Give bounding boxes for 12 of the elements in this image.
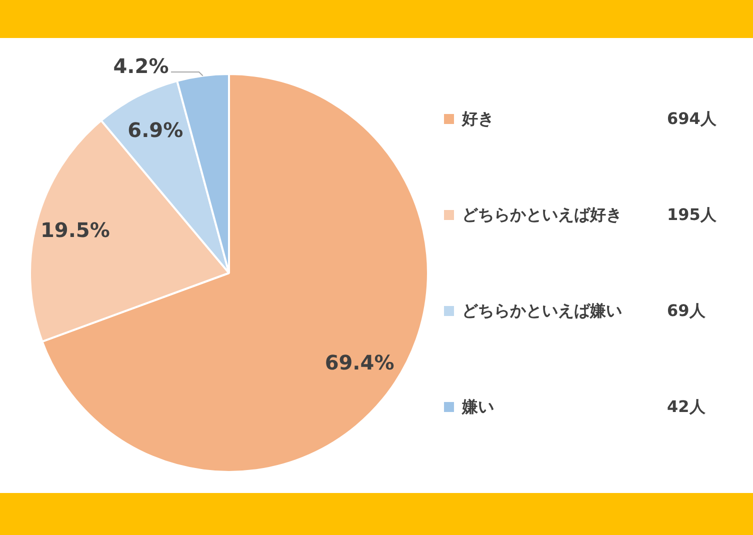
legend-label: 嫌い [462,396,495,418]
data-label: 69.4% [324,350,394,374]
text: 69人 [667,300,706,322]
text: 42人 [667,396,706,418]
text: 195人 [667,204,716,226]
data-label: 19.5% [40,218,110,242]
legend-label: どちらかといえば好き [462,204,623,226]
legend-label: どちらかといえば嫌い [462,300,623,322]
data-label: 4.2% [113,54,169,78]
data-label: 6.9% [128,118,184,142]
text: 694人 [667,108,716,130]
legend-label: 好き [462,108,495,130]
